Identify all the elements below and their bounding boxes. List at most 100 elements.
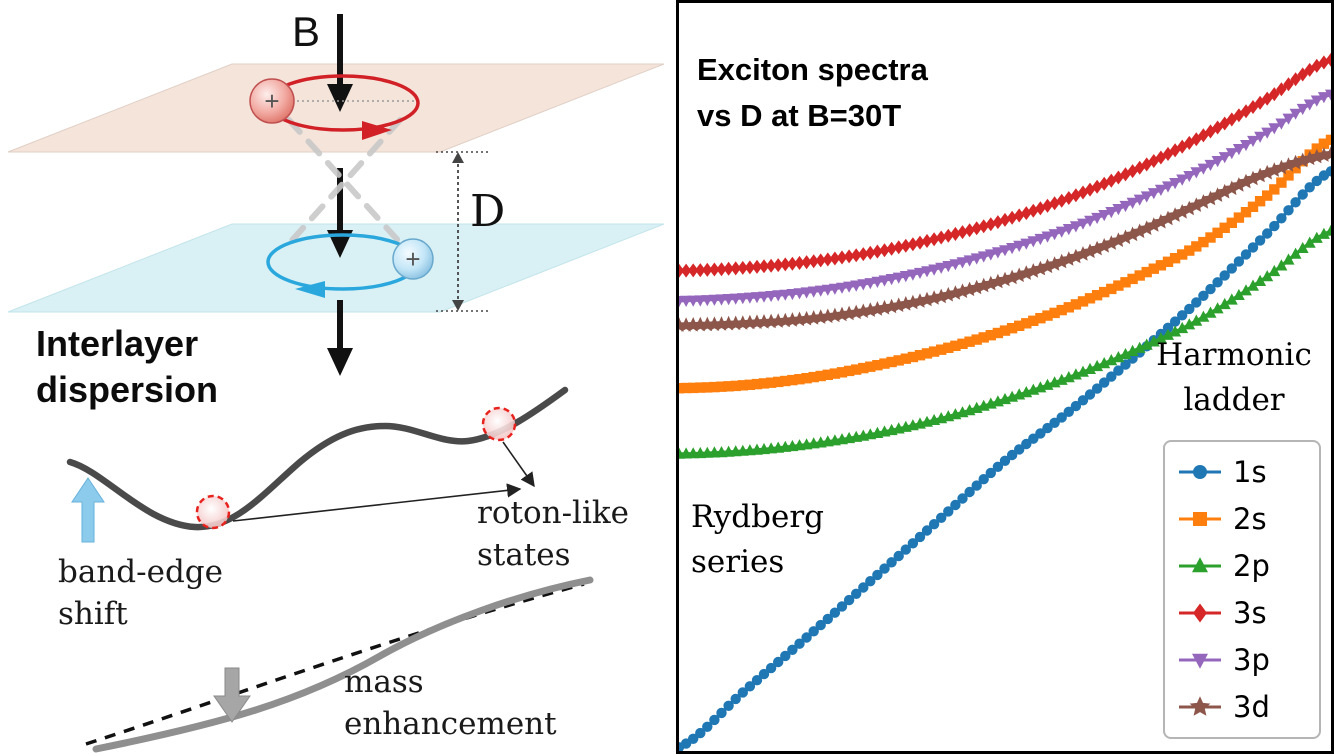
marker xyxy=(1190,314,1203,326)
marker xyxy=(1014,320,1025,331)
marker xyxy=(1077,296,1089,307)
marker xyxy=(1204,306,1217,318)
marker xyxy=(907,351,919,363)
marker xyxy=(1218,297,1231,310)
marker xyxy=(1275,259,1288,271)
marker xyxy=(1056,304,1067,316)
marker xyxy=(858,582,869,593)
marker xyxy=(836,367,848,378)
marker xyxy=(1240,284,1252,296)
marker xyxy=(1014,208,1025,223)
marker xyxy=(1254,196,1266,207)
star-marker-icon xyxy=(1179,696,1221,716)
legend-label: 3d xyxy=(1233,690,1270,724)
marker xyxy=(1174,204,1190,219)
marker xyxy=(999,212,1011,227)
marker xyxy=(1189,696,1211,716)
band-edge-label-line2: shift xyxy=(58,596,128,632)
marker xyxy=(992,327,1004,339)
marker xyxy=(1205,283,1216,295)
marker xyxy=(843,594,855,606)
marker xyxy=(1162,181,1174,193)
charge-top xyxy=(249,78,295,124)
marker xyxy=(879,563,890,574)
circle-marker-icon xyxy=(1179,465,1221,479)
marker xyxy=(1069,221,1082,233)
marker xyxy=(950,499,961,511)
marker xyxy=(1195,194,1212,209)
marker xyxy=(822,613,833,625)
marker xyxy=(1290,197,1301,208)
marker xyxy=(1290,163,1301,174)
marker xyxy=(1162,256,1174,267)
marker xyxy=(801,373,812,384)
roton-pointer-short xyxy=(502,441,535,488)
marker xyxy=(1084,293,1096,304)
dispersion-sketch xyxy=(66,386,569,543)
marker xyxy=(709,714,720,726)
marker xyxy=(1155,260,1167,271)
marker xyxy=(1282,253,1295,265)
marker xyxy=(928,264,941,276)
top-layer-plane xyxy=(7,63,665,153)
marker xyxy=(1106,283,1117,295)
marker xyxy=(808,626,819,637)
marker xyxy=(1232,288,1245,300)
marker xyxy=(872,244,883,259)
marker xyxy=(1132,223,1148,239)
marker xyxy=(935,262,948,274)
marker xyxy=(936,512,947,523)
marker xyxy=(1212,120,1223,135)
marker xyxy=(1181,200,1197,216)
marker xyxy=(1247,242,1259,253)
marker xyxy=(836,601,848,612)
marker xyxy=(1303,99,1316,111)
marker xyxy=(1176,174,1189,186)
marker xyxy=(1297,67,1308,82)
annotation-harmonic-ladder: Harmonic ladder xyxy=(1134,333,1334,423)
marker xyxy=(1042,198,1053,213)
distance-label: D xyxy=(470,186,505,237)
marker xyxy=(822,369,833,380)
marker xyxy=(999,455,1011,466)
marker xyxy=(1113,365,1124,376)
roton-label-line1: roton-like xyxy=(477,495,629,531)
marker xyxy=(1063,406,1074,417)
roton-state-circle xyxy=(481,406,517,442)
marker xyxy=(1218,152,1231,164)
annotation-rydberg-line2: series xyxy=(691,544,785,580)
marker xyxy=(1261,127,1274,139)
marker xyxy=(1141,266,1152,278)
marker xyxy=(1126,344,1139,356)
annotation-harmonic-line1: Harmonic xyxy=(1156,337,1312,373)
marker xyxy=(695,263,706,278)
marker xyxy=(907,237,919,252)
marker xyxy=(1020,238,1033,250)
annotation-rydberg-line1: Rydberg xyxy=(691,499,825,535)
marker xyxy=(1283,77,1294,92)
marker xyxy=(1062,224,1075,236)
marker xyxy=(1198,128,1209,143)
marker xyxy=(1240,249,1252,260)
marker xyxy=(1262,228,1273,239)
marker xyxy=(1283,205,1294,216)
marker xyxy=(1028,315,1039,326)
marker xyxy=(914,267,926,279)
marker xyxy=(1013,240,1026,252)
marker xyxy=(794,255,805,270)
marker xyxy=(773,656,784,668)
marker xyxy=(822,252,833,267)
marker xyxy=(680,382,692,394)
marker xyxy=(751,378,763,390)
charge-bottom xyxy=(392,238,434,280)
marker xyxy=(1310,95,1323,107)
marker xyxy=(1193,512,1207,526)
marker xyxy=(808,371,819,383)
marker xyxy=(1211,156,1224,168)
marker xyxy=(879,243,890,258)
series-2p xyxy=(679,224,1331,459)
marker xyxy=(1006,210,1018,225)
marker xyxy=(1110,232,1127,247)
diagram-panel: B + + D xyxy=(7,8,665,753)
